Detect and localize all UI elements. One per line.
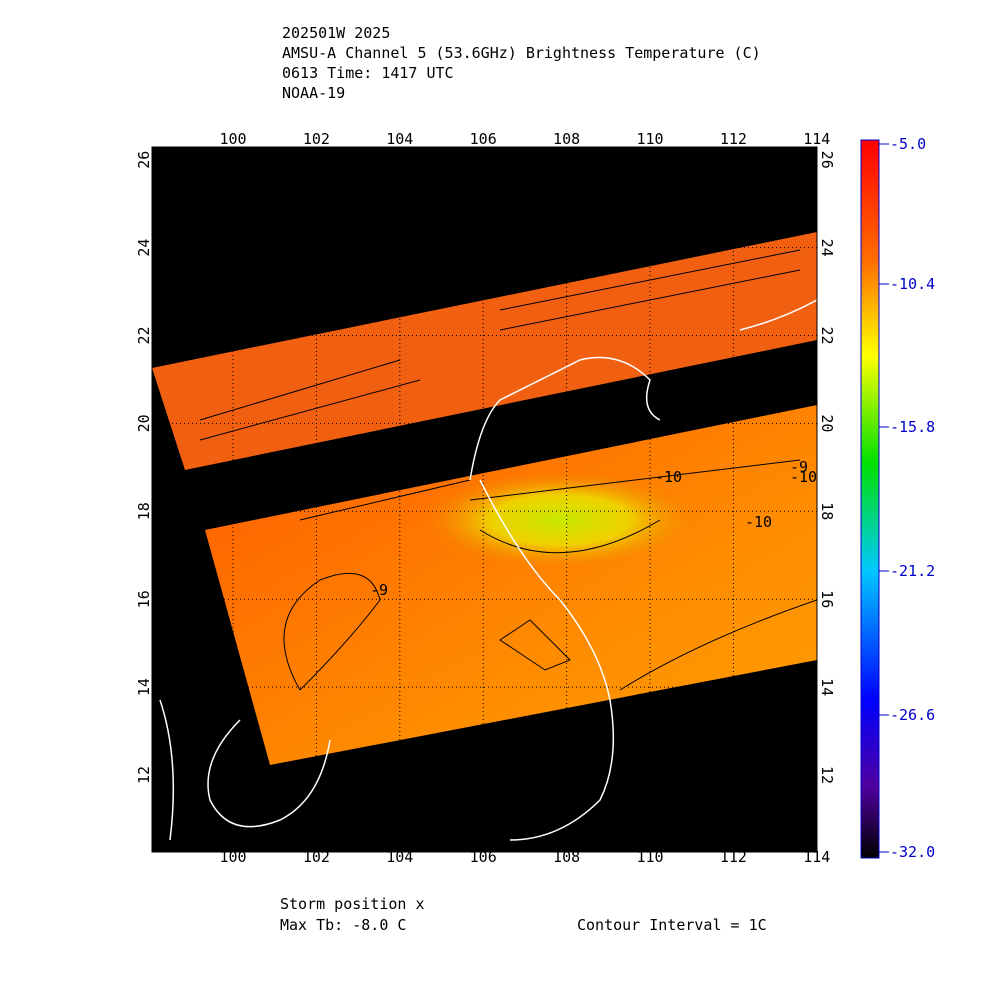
header-line: 202501W 2025 (282, 24, 390, 42)
warm-anomaly (420, 470, 700, 570)
lat-label-right: 14 (818, 678, 836, 696)
contour-label: -9 (370, 581, 388, 599)
lon-label-top: 106 (470, 130, 497, 148)
map (152, 147, 817, 852)
lon-label-top: 104 (386, 130, 413, 148)
lat-label-left: 20 (135, 414, 153, 432)
lat-label-left: 22 (135, 326, 153, 344)
lon-label-bottom: 110 (636, 848, 663, 866)
contour-label: -10 (745, 513, 772, 531)
lon-label-top: 102 (303, 130, 330, 148)
colorbar-label: -5.0 (890, 135, 926, 153)
max-tb: Max Tb: -8.0 C (280, 916, 406, 934)
lon-label-bottom: 102 (303, 848, 330, 866)
lon-label-top: 110 (636, 130, 663, 148)
lat-label-left: 12 (135, 766, 153, 784)
lon-label-bottom: 112 (720, 848, 747, 866)
lat-label-right: 20 (818, 414, 836, 432)
lat-label-right: 16 (818, 590, 836, 608)
contour-label: -10 (790, 468, 817, 486)
lon-label-top: 114 (803, 130, 830, 148)
lon-label-bottom: 114 (803, 848, 830, 866)
header-line: AMSU-A Channel 5 (53.6GHz) Brightness Te… (282, 44, 761, 62)
swath-upper (152, 232, 817, 470)
lon-label-top: 108 (553, 130, 580, 148)
colorbar-label: -21.2 (890, 562, 935, 580)
lon-label-bottom: 104 (386, 848, 413, 866)
lon-label-bottom: 106 (470, 848, 497, 866)
contour-label: -9 (790, 458, 808, 476)
lat-label-left: 26 (135, 151, 153, 169)
coastline (159, 299, 817, 841)
lat-label-right: 12 (818, 766, 836, 784)
map-frame (151, 146, 818, 853)
storm-position: Storm position x (280, 895, 425, 913)
lat-label-left: 14 (135, 678, 153, 696)
contour-label: -10 (655, 468, 682, 486)
contour-interval: Contour Interval = 1C (577, 916, 767, 934)
contours (199, 249, 817, 691)
colorbar-label: -32.0 (890, 843, 935, 861)
header-line: 0613 Time: 1417 UTC (282, 64, 454, 82)
lat-label-right: 24 (818, 239, 836, 257)
colorbar-label: -15.8 (890, 418, 935, 436)
colorbar (860, 139, 880, 859)
lon-label-top: 112 (720, 130, 747, 148)
lon-label-bottom: 108 (553, 848, 580, 866)
lat-label-right: 18 (818, 502, 836, 520)
colorbar-label: -10.4 (890, 275, 935, 293)
lat-label-right: 26 (818, 151, 836, 169)
header-line: NOAA-19 (282, 84, 345, 102)
lat-label-left: 18 (135, 502, 153, 520)
lat-label-right: 22 (818, 326, 836, 344)
lat-label-left: 24 (135, 239, 153, 257)
lon-label-bottom: 100 (219, 848, 246, 866)
colorbar-label: -26.6 (890, 706, 935, 724)
lon-label-top: 100 (219, 130, 246, 148)
lat-label-left: 16 (135, 590, 153, 608)
